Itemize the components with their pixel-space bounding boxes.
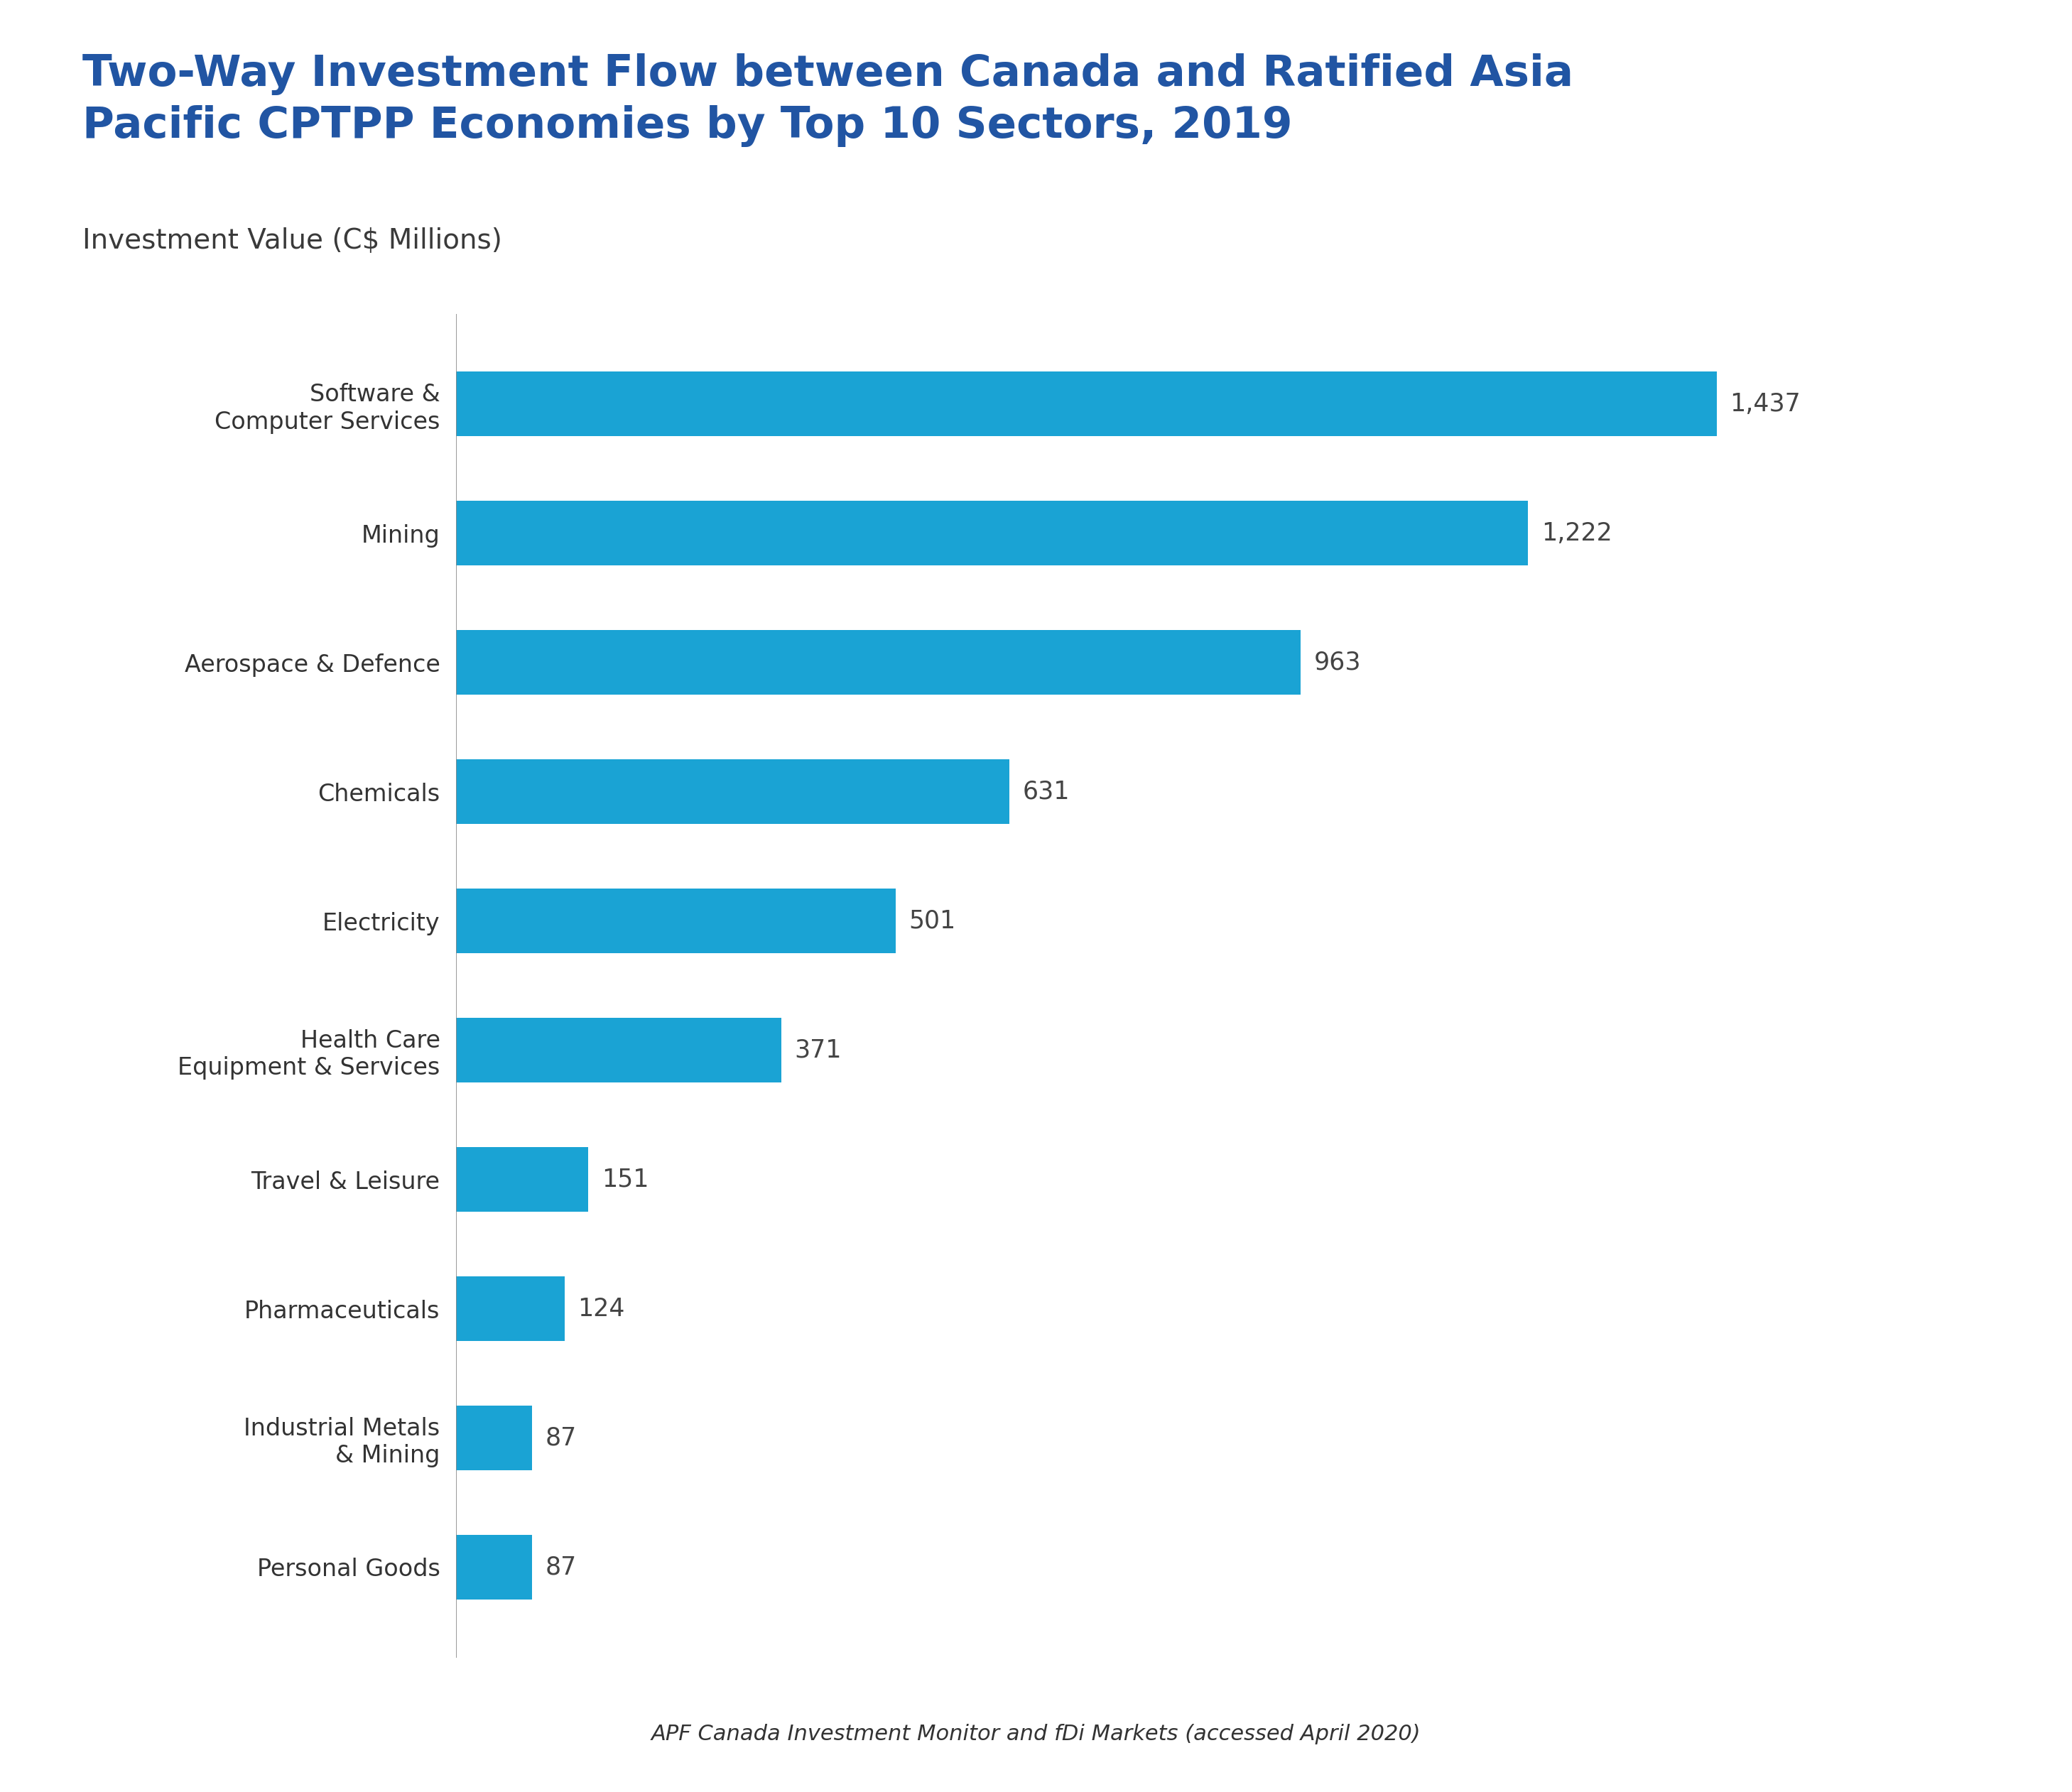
Bar — [456, 1147, 588, 1211]
Text: 1,222: 1,222 — [1542, 521, 1612, 545]
Text: 124: 124 — [578, 1297, 626, 1321]
Text: 501: 501 — [910, 909, 955, 934]
Text: Two-Way Investment Flow between Canada and Ratified Asia
Pacific CPTPP Economies: Two-Way Investment Flow between Canada a… — [83, 54, 1573, 147]
Text: Investment Value (C$ Millions): Investment Value (C$ Millions) — [83, 228, 501, 254]
Text: 371: 371 — [794, 1038, 841, 1063]
Bar — [456, 371, 1718, 437]
Bar — [456, 1018, 781, 1082]
Bar — [456, 631, 1301, 695]
Bar — [456, 1405, 533, 1469]
Bar — [456, 760, 1009, 824]
Bar — [456, 502, 1529, 566]
Text: 631: 631 — [1024, 780, 1069, 805]
Text: 963: 963 — [1314, 650, 1361, 674]
Text: 1,437: 1,437 — [1730, 392, 1801, 416]
Bar — [456, 1276, 566, 1340]
Bar — [456, 889, 895, 953]
Text: 87: 87 — [545, 1426, 576, 1450]
Text: 87: 87 — [545, 1555, 576, 1579]
Bar — [456, 1534, 533, 1600]
Text: APF Canada Investment Monitor and fDi Markets (accessed April 2020): APF Canada Investment Monitor and fDi Ma… — [651, 1724, 1421, 1744]
Text: 151: 151 — [601, 1167, 649, 1192]
